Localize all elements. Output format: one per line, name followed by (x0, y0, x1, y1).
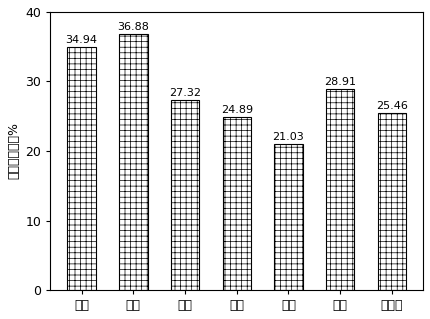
Bar (68, 47, 96, 290)
Y-axis label: 石油烃降解率%: 石油烃降解率% (7, 122, 20, 180)
Text: 36.88: 36.88 (117, 22, 149, 32)
Text: 25.46: 25.46 (376, 101, 408, 111)
Bar (378, 113, 406, 290)
Text: 34.94: 34.94 (65, 35, 98, 45)
Bar (171, 100, 199, 290)
Text: 24.89: 24.89 (221, 105, 253, 115)
Bar (222, 117, 251, 290)
Bar (119, 33, 147, 290)
Bar (274, 144, 303, 290)
Text: 27.32: 27.32 (169, 88, 201, 98)
Text: 21.03: 21.03 (273, 132, 304, 142)
Text: 28.91: 28.91 (324, 77, 356, 87)
Bar (326, 89, 354, 290)
